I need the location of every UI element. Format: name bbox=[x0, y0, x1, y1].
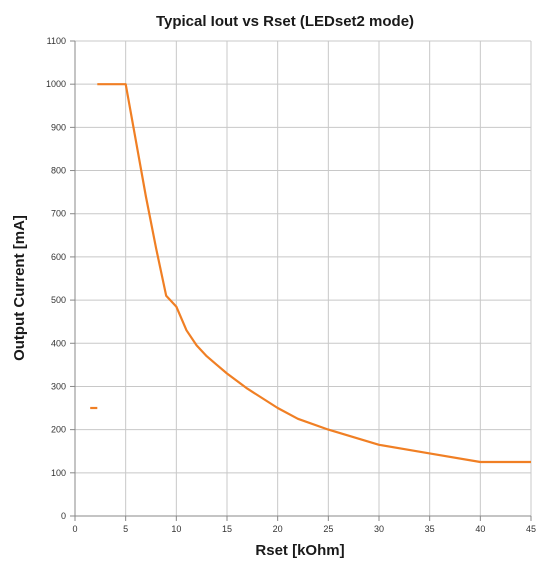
y-tick-label: 1000 bbox=[46, 79, 66, 89]
x-tick-label: 0 bbox=[72, 524, 77, 534]
x-tick-label: 20 bbox=[273, 524, 283, 534]
x-tick-label: 25 bbox=[323, 524, 333, 534]
x-tick-label: 10 bbox=[171, 524, 181, 534]
chart-title: Typical Iout vs Rset (LEDset2 mode) bbox=[156, 13, 414, 30]
x-tick-label: 30 bbox=[374, 524, 384, 534]
y-tick-label: 500 bbox=[51, 295, 66, 305]
y-tick-label: 600 bbox=[51, 252, 66, 262]
y-axis-label: Output Current [mA] bbox=[11, 215, 28, 361]
series-layer bbox=[90, 83, 531, 464]
x-tick-label: 35 bbox=[425, 524, 435, 534]
y-tick-label: 0 bbox=[61, 511, 66, 521]
x-tick-label: 45 bbox=[526, 524, 536, 534]
y-tick-label: 200 bbox=[51, 425, 66, 435]
x-axis-label: Rset [kOhm] bbox=[255, 542, 344, 559]
x-tick-label: 5 bbox=[123, 524, 128, 534]
y-tick-label: 300 bbox=[51, 381, 66, 391]
y-tick-label: 400 bbox=[51, 338, 66, 348]
y-axis-ticks: 0 100 200 300 400 500 600 700 800 900 1000 1100 bbox=[46, 36, 75, 521]
axes bbox=[74, 41, 531, 517]
y-tick-label: 1100 bbox=[47, 36, 66, 46]
x-axis-ticks: 0 5 10 15 20 25 30 35 40 45 bbox=[72, 516, 536, 534]
grid bbox=[74, 40, 532, 517]
y-tick-label: 900 bbox=[51, 122, 66, 132]
x-tick-label: 15 bbox=[222, 524, 232, 534]
y-tick-label: 800 bbox=[51, 166, 66, 176]
x-tick-label: 40 bbox=[475, 524, 485, 534]
y-tick-label: 700 bbox=[51, 209, 66, 219]
series-line bbox=[97, 83, 531, 464]
y-tick-label: 100 bbox=[51, 468, 66, 478]
